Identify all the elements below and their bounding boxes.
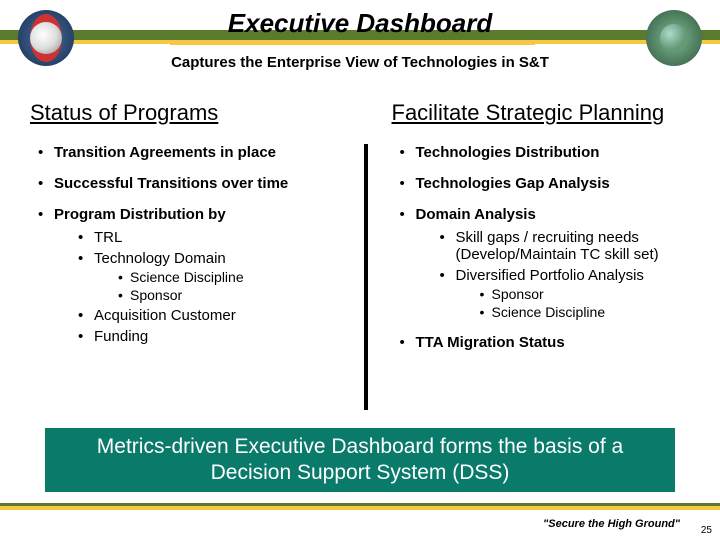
callout-box: Metrics-driven Executive Dashboard forms… — [45, 428, 675, 493]
right-list: Technologies Distribution Technologies G… — [392, 144, 716, 351]
left-sub-2: Technology Domain Science Discipline Spo… — [78, 250, 354, 303]
left-item-3: Program Distribution by TRL Technology D… — [38, 206, 354, 345]
right-subsublist: Sponsor Science Discipline — [456, 286, 716, 320]
right-item-1: Technologies Distribution — [400, 144, 716, 161]
left-heading: Status of Programs — [30, 100, 354, 126]
column-right: Facilitate Strategic Planning Technologi… — [368, 100, 716, 440]
left-subsub-1: Science Discipline — [118, 269, 354, 285]
right-item-2: Technologies Gap Analysis — [400, 175, 716, 192]
right-subsub-1: Sponsor — [480, 286, 716, 302]
left-sub-1: TRL — [78, 229, 354, 246]
page-number: 25 — [701, 525, 712, 536]
left-item-2: Successful Transitions over time — [38, 175, 354, 192]
title-underline — [170, 42, 535, 45]
left-sub-3: Acquisition Customer — [78, 307, 354, 324]
page-subtitle: Captures the Enterprise View of Technolo… — [90, 54, 630, 71]
right-item-3-label: Domain Analysis — [416, 206, 536, 223]
right-item-4: TTA Migration Status — [400, 334, 716, 351]
left-list: Transition Agreements in place Successfu… — [30, 144, 354, 345]
right-sub-1: Skill gaps / recruiting needs (Develop/M… — [440, 229, 716, 263]
columns-container: Status of Programs Transition Agreements… — [30, 100, 715, 440]
right-sub-2: Diversified Portfolio Analysis Sponsor S… — [440, 267, 716, 320]
left-item-1: Transition Agreements in place — [38, 144, 354, 161]
right-item-3: Domain Analysis Skill gaps / recruiting … — [400, 206, 716, 320]
left-subsub-2: Sponsor — [118, 287, 354, 303]
left-sub-4: Funding — [78, 328, 354, 345]
right-sublist: Skill gaps / recruiting needs (Develop/M… — [416, 229, 716, 320]
column-left: Status of Programs Transition Agreements… — [30, 100, 364, 440]
right-subsub-2: Science Discipline — [480, 304, 716, 320]
logo-right-globe-icon — [646, 10, 702, 66]
page-title: Executive Dashboard — [90, 8, 630, 39]
left-sublist: TRL Technology Domain Science Discipline… — [54, 229, 354, 345]
left-sub-2-label: Technology Domain — [94, 250, 226, 267]
footer-band-yellow — [0, 506, 720, 510]
right-heading: Facilitate Strategic Planning — [392, 100, 716, 126]
logo-left-crest-icon — [18, 10, 74, 66]
right-sub-2-label: Diversified Portfolio Analysis — [456, 267, 644, 284]
left-subsublist: Science Discipline Sponsor — [94, 269, 354, 303]
left-item-3-label: Program Distribution by — [54, 206, 226, 223]
footer-tagline: "Secure the High Ground" — [543, 518, 680, 530]
